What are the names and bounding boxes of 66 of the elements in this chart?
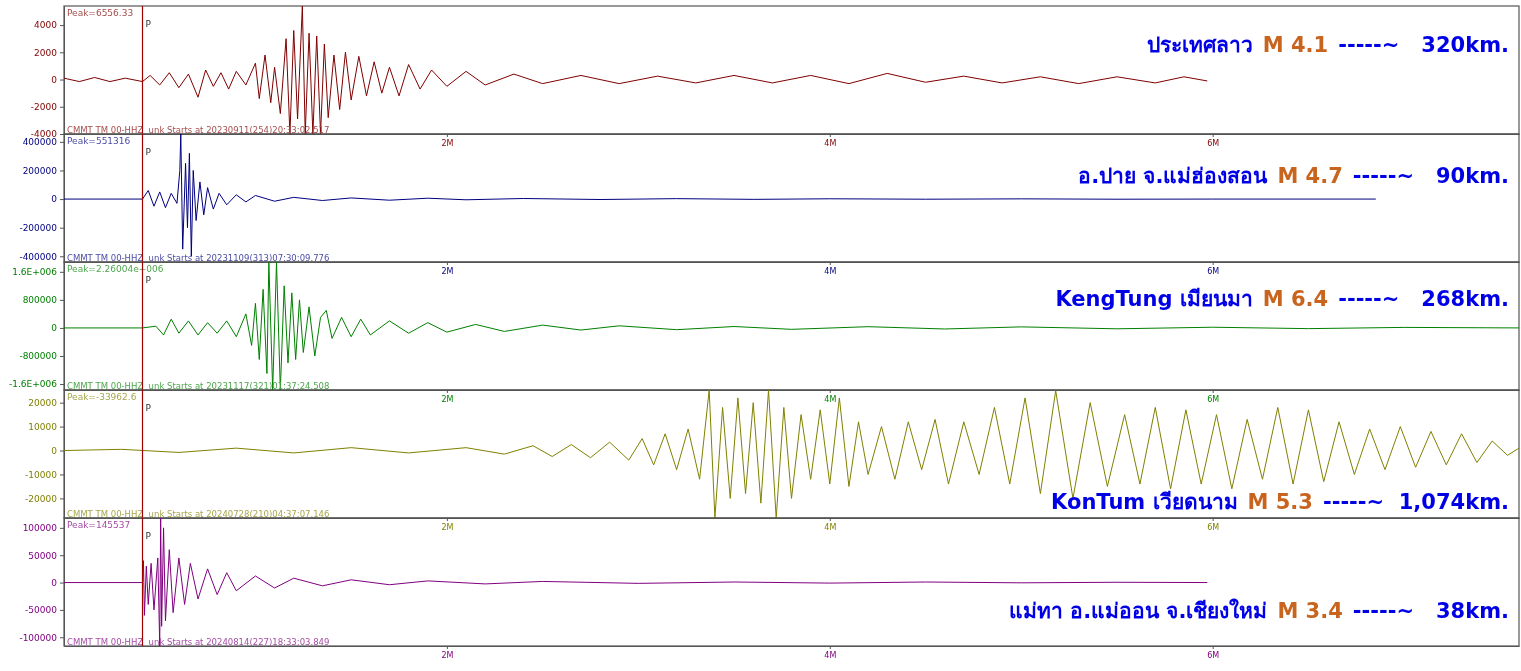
x-tick-label: 2M — [441, 138, 454, 148]
y-tick-label: 1.6E+006 — [12, 267, 58, 278]
annotation: M 5.3 — [1247, 490, 1313, 515]
annotation: -----~ 320km. — [1338, 33, 1509, 58]
annotation: Peak=6556.33 — [67, 8, 134, 18]
y-tick-label: 0 — [51, 74, 58, 85]
y-tick-label: 0 — [51, 445, 58, 456]
x-tick-label: 6M — [1207, 650, 1220, 660]
annotation: แม่ทา อ.แม่ออน จ.เชียงใหม่ — [1008, 597, 1268, 623]
y-tick-label: -20000 — [25, 493, 58, 504]
y-tick-label: 10000 — [28, 421, 58, 432]
ref-line-label: P — [145, 403, 152, 413]
x-tick-label: 6M — [1207, 394, 1220, 404]
annotation: CMMT TM 00-HHZ unk Starts at 20231109(313)07:30:09.776 — [67, 252, 330, 263]
y-tick-label: 200000 — [22, 165, 58, 176]
y-tick-label: -100000 — [19, 632, 58, 643]
y-tick-label: 0 — [51, 323, 58, 334]
y-tick-label: 20000 — [28, 398, 58, 409]
x-tick-label: 2M — [441, 266, 454, 276]
y-tick-label: -4000 — [30, 129, 58, 140]
annotation: -----~ 38km. — [1352, 598, 1509, 623]
x-tick-label: 4M — [824, 138, 837, 148]
annotation: M 3.4 — [1277, 598, 1343, 623]
y-tick-label: 0 — [51, 577, 58, 588]
y-tick-label: 4000 — [34, 20, 58, 31]
y-tick-label: 100000 — [22, 523, 58, 534]
annotation: ประเทศลาว — [1146, 33, 1253, 58]
ref-line-label: P — [145, 147, 152, 157]
x-tick-label: 4M — [824, 394, 837, 404]
y-tick-label: 0 — [51, 194, 58, 205]
annotation: M 4.1 — [1262, 33, 1329, 58]
y-tick-label: 2000 — [34, 47, 58, 58]
annotation: M 6.4 — [1262, 286, 1329, 311]
annotation: KonTum เวียดนาม — [1051, 490, 1238, 515]
x-tick-label: 4M — [824, 522, 837, 532]
x-tick-label: 2M — [441, 522, 454, 532]
x-tick-label: 2M — [441, 394, 454, 404]
ref-line-label: P — [145, 275, 152, 285]
x-tick-label: 6M — [1207, 266, 1220, 276]
y-tick-label: -10000 — [25, 469, 58, 480]
y-tick-label: -400000 — [19, 251, 58, 262]
y-tick-label: -50000 — [25, 605, 58, 616]
y-tick-label: 400000 — [22, 137, 58, 148]
y-tick-label: -1.6E+006 — [9, 379, 58, 390]
annotation: KengTung เมียนมา — [1055, 286, 1253, 311]
ref-line-label: P — [145, 531, 152, 541]
x-tick-label: 2M — [441, 650, 454, 660]
annotation: Peak=145537 — [67, 520, 131, 530]
y-tick-label: -200000 — [19, 223, 58, 234]
y-tick-label: -800000 — [19, 351, 58, 362]
annotation: อ.ปาย จ.แม่ฮ่องสอน — [1078, 163, 1269, 188]
x-tick-label: 6M — [1207, 522, 1220, 532]
annotation: -----~ 90km. — [1352, 163, 1509, 188]
ref-line-label: P — [145, 19, 152, 29]
x-tick-label: 4M — [824, 266, 837, 276]
x-tick-label: 4M — [824, 650, 837, 660]
annotation: M 4.7 — [1277, 163, 1343, 188]
annotation: -----~ 1,074km. — [1322, 490, 1509, 515]
annotation: CMMT TM 00-HHZ unk Starts at 20240728(210)04:37:07.146 — [67, 508, 330, 519]
x-tick-label: 6M — [1207, 138, 1220, 148]
annotation: Peak=551316 — [67, 136, 131, 146]
y-tick-label: 50000 — [28, 550, 58, 561]
y-tick-label: 800000 — [22, 295, 58, 306]
annotation: -----~ 268km. — [1338, 286, 1509, 311]
y-tick-label: -2000 — [30, 102, 58, 113]
annotation: Peak=-33962.6 — [67, 392, 137, 402]
